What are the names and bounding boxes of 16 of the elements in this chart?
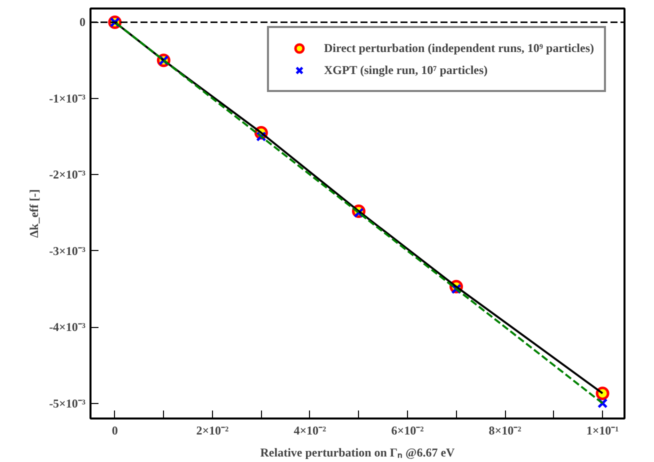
- x-tick-label: 6×10⁻²: [391, 424, 424, 438]
- y-tick-label: -1×10⁻³: [49, 91, 86, 106]
- x-tick-label: 4×10⁻²: [294, 424, 327, 438]
- x-tick-label: 8×10⁻²: [488, 424, 522, 438]
- y-axis-title: Δk_eff [-]: [27, 189, 42, 238]
- y-tick-label: 0: [80, 15, 86, 30]
- x-axis-title: Relative perturbation on Γₙ @6.67 eV: [260, 446, 456, 460]
- y-tick-label: -3×10⁻³: [49, 244, 86, 258]
- legend-label: Direct perturbation (independent runs, 10⁹ particles): [324, 40, 594, 56]
- x-tick-label: 0: [112, 424, 118, 438]
- y-tick-label: -2×10⁻³: [49, 168, 86, 182]
- y-tick-label: -5×10⁻³: [49, 396, 86, 410]
- x-tick-label: 1×10⁻¹: [586, 424, 620, 438]
- x-tick-label: 2×10⁻²: [196, 424, 230, 438]
- y-tick-label: -4×10⁻³: [49, 320, 86, 334]
- legend-label: XGPT (single run, 10⁷ particles): [324, 62, 488, 78]
